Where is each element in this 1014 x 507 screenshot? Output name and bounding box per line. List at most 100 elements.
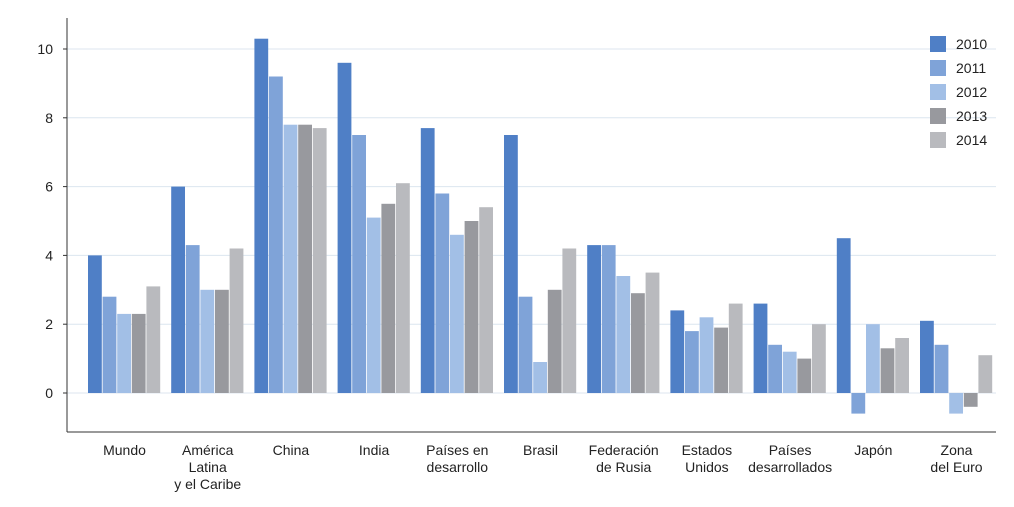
category-label-line: de Rusia	[596, 459, 651, 475]
bar-2013-9	[880, 348, 895, 393]
y-tick-label: 4	[45, 247, 53, 263]
bar-2013-1	[215, 289, 229, 393]
legend-label-2014: 2014	[956, 132, 987, 148]
bar-2012-2	[283, 124, 298, 393]
bar-2010-7	[670, 310, 685, 393]
bar-2013-0	[131, 313, 146, 393]
legend-swatch-2010	[930, 36, 946, 52]
bar-2014-2	[312, 128, 327, 393]
bar-2013-2	[298, 124, 312, 393]
bar-2010-10	[920, 320, 934, 393]
bar-2013-10	[963, 393, 978, 407]
bar-2011-1	[185, 245, 200, 393]
bar-2012-5	[533, 362, 547, 393]
bar-2011-4	[435, 193, 450, 393]
bar-2011-0	[102, 296, 117, 393]
category-label: Japón	[854, 442, 892, 458]
category-label-line: Federación	[589, 442, 659, 458]
bar-2012-4	[450, 234, 464, 393]
bar-2011-8	[768, 344, 782, 393]
bar-2012-8	[782, 351, 797, 393]
bar-2014-8	[812, 324, 826, 393]
category-label: Países en desarrollo	[426, 442, 488, 475]
category-label-line: Estados	[682, 442, 733, 458]
bar-2010-0	[88, 255, 102, 393]
category-label: América Latina y el Caribe	[174, 442, 241, 492]
bar-2011-9	[851, 393, 866, 414]
category-label-line: Unidos	[685, 459, 729, 475]
category-label-line: Zona	[941, 442, 973, 458]
bar-2014-9	[895, 338, 909, 393]
category-label-line: América	[182, 442, 234, 458]
bar-2010-6	[587, 245, 601, 393]
bar-2014-6	[645, 272, 660, 393]
bar-2012-10	[949, 393, 963, 414]
legend-swatch-2014	[930, 132, 946, 148]
legend-label-2013: 2013	[956, 108, 987, 124]
category-label-line: desarrollo	[427, 459, 489, 475]
category-label: Países desarrollados	[748, 442, 832, 475]
category-label: Estados Unidos	[682, 442, 733, 475]
category-label-line: Brasil	[523, 442, 558, 458]
bars	[88, 38, 993, 414]
bar-2014-10	[978, 355, 993, 393]
bar-2010-8	[753, 303, 768, 393]
category-label-line: Japón	[854, 442, 892, 458]
bar-2012-3	[366, 217, 381, 393]
bar-2014-4	[479, 207, 493, 393]
bar-2014-7	[728, 303, 743, 393]
bar-2014-1	[229, 248, 244, 393]
legend-label-2010: 2010	[956, 36, 987, 52]
y-tick-labels: 0 2 4 6 8 10	[37, 41, 67, 401]
bar-2011-7	[685, 331, 699, 393]
bar-2013-4	[464, 221, 479, 393]
category-labels: Mundo América Latina y el Caribe China India P…	[103, 442, 983, 492]
axes	[66, 18, 996, 433]
legend-label-2012: 2012	[956, 84, 987, 100]
bar-2010-9	[836, 238, 851, 393]
bar-2010-5	[504, 135, 518, 393]
y-tick-label: 6	[45, 179, 53, 195]
bar-2012-7	[699, 317, 714, 393]
category-label-line: India	[359, 442, 390, 458]
bar-2014-5	[562, 248, 577, 393]
bar-2012-1	[200, 289, 215, 393]
bar-2013-3	[381, 203, 396, 393]
bar-2013-7	[714, 327, 728, 393]
bar-2014-3	[396, 183, 410, 393]
category-label-line: Mundo	[103, 442, 146, 458]
category-label: Federación de Rusia	[589, 442, 659, 475]
bar-2012-0	[117, 313, 131, 393]
y-tick-label: 8	[45, 110, 53, 126]
legend-label-2011: 2011	[956, 60, 986, 76]
bar-2011-2	[269, 76, 283, 393]
category-label-line: Países	[769, 442, 812, 458]
legend: 2010 2011 2012 2013 2014	[930, 36, 987, 148]
category-label: India	[359, 442, 390, 458]
bar-2010-1	[171, 186, 185, 393]
bar-2013-6	[631, 293, 645, 393]
category-label-line: China	[273, 442, 310, 458]
bar-2014-0	[146, 286, 161, 393]
bar-2012-6	[616, 276, 631, 393]
bar-2013-8	[797, 358, 812, 393]
category-label: Brasil	[523, 442, 558, 458]
bar-2010-2	[254, 38, 269, 393]
legend-swatch-2013	[930, 108, 946, 124]
legend-swatch-2012	[930, 84, 946, 100]
bar-2011-5	[518, 296, 533, 393]
bar-2011-3	[352, 135, 366, 393]
bar-2011-6	[601, 245, 616, 393]
legend-swatch-2011	[930, 60, 946, 76]
y-tick-label: 2	[45, 316, 53, 332]
category-label-line: Países en	[426, 442, 488, 458]
bar-2011-10	[934, 344, 949, 393]
bar-2010-3	[337, 62, 352, 394]
category-label: China	[273, 442, 310, 458]
y-tick-label: 10	[37, 41, 53, 57]
category-label-line: desarrollados	[748, 459, 832, 475]
category-label-line: y el Caribe	[174, 476, 241, 492]
bar-2010-4	[420, 128, 435, 393]
category-label: Mundo	[103, 442, 146, 458]
